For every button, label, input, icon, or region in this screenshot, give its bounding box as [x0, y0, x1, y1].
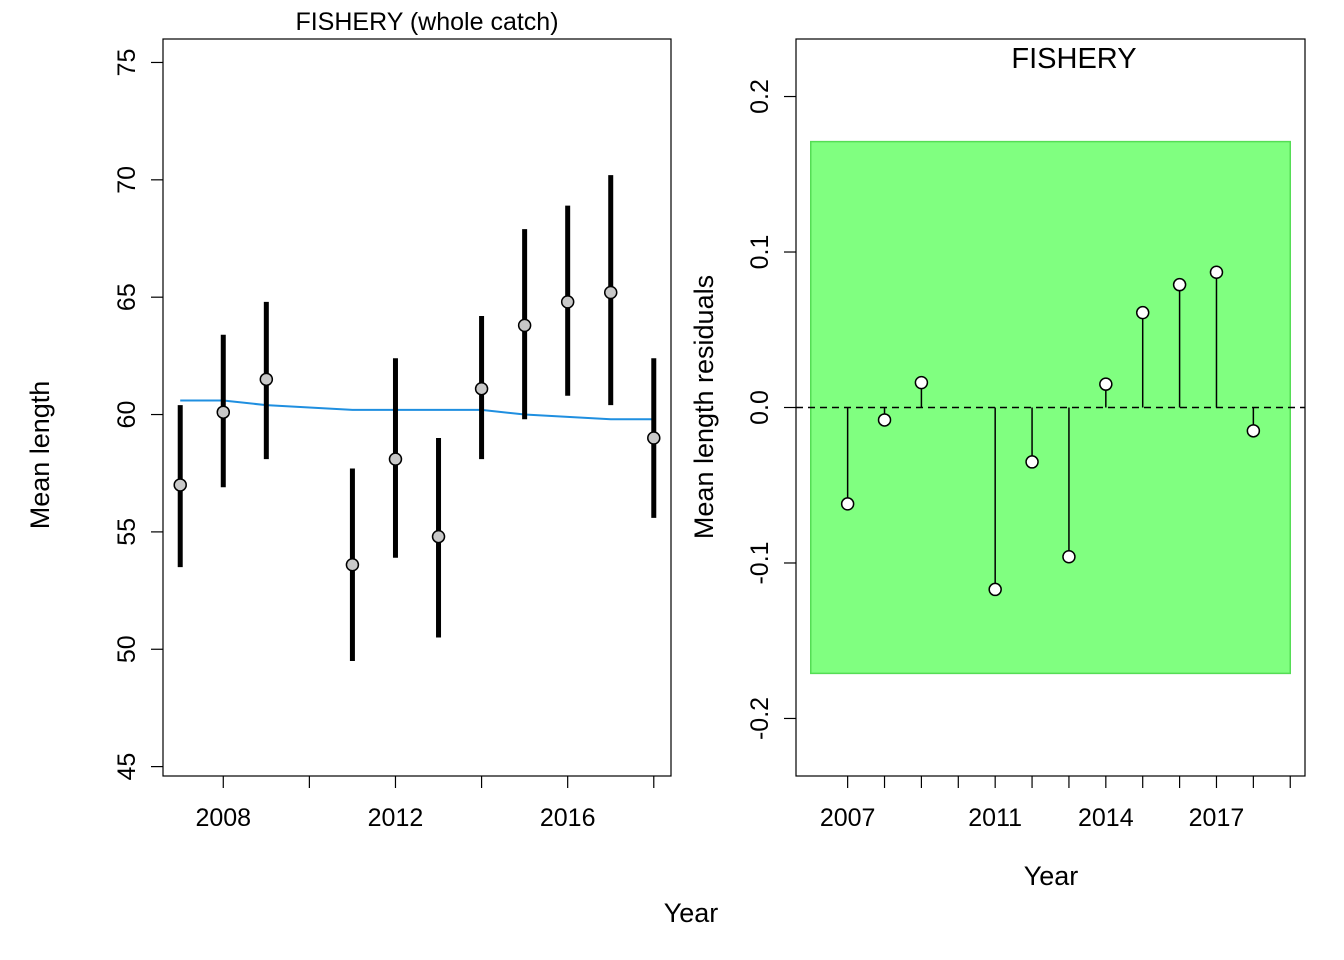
residual-point — [1062, 550, 1076, 564]
mean-length-panel: 45 50 55 60 65 70 75 2008 2012 2016 FISHERY (whol… — [25, 8, 672, 832]
y-tick-label: 0.0 — [746, 390, 774, 425]
outer-x-axis-label: Year — [664, 898, 719, 928]
y-axis-label: Mean length residuals — [689, 275, 719, 539]
plot-frame — [795, 38, 1306, 777]
data-point — [388, 452, 403, 466]
x-tick-label: 2016 — [540, 804, 596, 832]
y-tick-label: -0.2 — [746, 697, 774, 740]
residual-point — [1209, 265, 1224, 279]
residual-point — [877, 413, 892, 427]
residual-point — [1172, 277, 1187, 292]
y-axis-label: Mean length — [25, 381, 55, 530]
y-tick-label: 0.2 — [746, 79, 774, 114]
y-tick-label: 55 — [113, 518, 141, 546]
data-point — [216, 405, 231, 419]
y-tick-label: 75 — [113, 49, 141, 77]
residual-point — [840, 497, 855, 511]
x-tick-label: 2008 — [195, 804, 251, 832]
data-point — [647, 431, 661, 445]
residual-point — [1246, 424, 1261, 438]
x-tick-label: 2017 — [1189, 804, 1245, 832]
chart-title: FISHERY (whole catch) — [295, 8, 558, 36]
x-axis-label: Year — [1024, 861, 1079, 891]
residual-point — [1025, 455, 1039, 469]
y-tick-label: 60 — [113, 401, 141, 429]
y-tick-label: 0.1 — [746, 235, 774, 270]
data-point — [431, 529, 446, 544]
x-tick-label: 2012 — [368, 804, 424, 832]
data-point — [560, 295, 575, 309]
data-point — [345, 558, 360, 572]
residual-point — [914, 375, 929, 390]
x-tick-label: 2011 — [968, 804, 1022, 832]
data-point — [173, 478, 187, 492]
x-tick-label: 2014 — [1078, 804, 1134, 832]
data-point — [603, 285, 618, 300]
residual-point — [988, 582, 1002, 597]
y-tick-label: 45 — [113, 753, 141, 781]
y-tick-label: 65 — [113, 283, 141, 311]
residual-point — [1135, 305, 1150, 320]
data-point — [259, 372, 274, 387]
residuals-panel: -0.2 -0.1 0.0 0.1 0.2 2007 2011 2014 2017 FISHER… — [689, 38, 1306, 891]
data-point — [517, 318, 532, 333]
x-tick-label: 2007 — [820, 804, 876, 832]
data-point — [474, 381, 489, 396]
chart-title: FISHERY — [1011, 43, 1136, 75]
fit-line — [180, 399, 654, 421]
y-tick-label: 50 — [113, 635, 141, 663]
plot-frame — [162, 38, 672, 777]
y-tick-label: -0.1 — [746, 541, 774, 584]
residual-point — [1099, 377, 1113, 391]
y-tick-label: 70 — [113, 166, 141, 194]
